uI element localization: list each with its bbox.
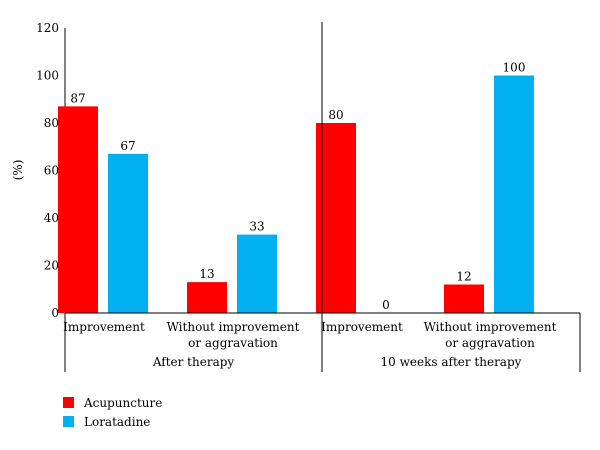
category-label: Improvement [63, 320, 145, 334]
x-axis: Improvement Without improvement or aggrava… [63, 22, 581, 372]
bar-acupuncture [58, 106, 98, 313]
data-label: 13 [199, 267, 214, 281]
data-label: 100 [503, 61, 526, 75]
y-tick-label: 20 [44, 259, 59, 273]
data-label: 80 [328, 108, 343, 122]
data-label: 0 [382, 298, 390, 312]
y-axis: 0 20 40 60 80 100 120 [36, 21, 66, 320]
bars: 87 67 13 33 80 0 12 100 [58, 61, 534, 313]
y-tick-label: 0 [51, 306, 59, 320]
data-label: 12 [456, 270, 471, 284]
category-label: Without improvement [167, 320, 300, 334]
y-tick-label: 60 [44, 164, 59, 178]
category-label: or aggravation [188, 336, 278, 350]
category-label: Improvement [321, 320, 403, 334]
group-label: After therapy [152, 355, 235, 369]
y-tick-label: 120 [36, 21, 59, 35]
category-label: Without improvement [424, 320, 557, 334]
legend-swatch [63, 416, 74, 427]
bar-loratadine [494, 75, 534, 313]
legend-label: Loratadine [84, 415, 150, 429]
legend: Acupuncture Loratadine [63, 396, 162, 429]
bar-acupuncture [187, 282, 227, 313]
data-label: 87 [70, 91, 85, 105]
y-axis-label: (%) [11, 160, 25, 181]
legend-swatch [63, 397, 74, 408]
bar-acupuncture [316, 123, 356, 313]
legend-label: Acupuncture [83, 396, 162, 410]
y-tick-label: 80 [44, 116, 59, 130]
group-label: 10 weeks after therapy [381, 355, 522, 369]
y-tick-label: 40 [44, 211, 59, 225]
y-tick-label: 100 [36, 69, 59, 83]
bar-loratadine [237, 234, 277, 313]
data-label: 67 [120, 139, 135, 153]
bar-loratadine [108, 153, 148, 313]
category-label: or aggravation [445, 336, 535, 350]
bar-acupuncture [444, 284, 484, 313]
data-label: 33 [249, 220, 264, 234]
